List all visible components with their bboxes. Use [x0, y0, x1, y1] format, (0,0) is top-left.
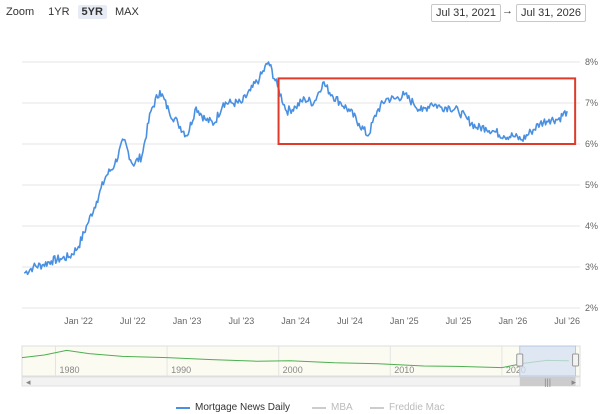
navigator-tick-label: 2000: [283, 365, 303, 375]
y-tick-label: 3%: [585, 262, 598, 272]
navigator-scrollbar-track: [21, 376, 581, 387]
legend-label-freddie-mac: Freddie Mac: [389, 402, 445, 413]
y-axis-ticks: 2% 3% 4% 5% 6% 7% 8%: [585, 57, 598, 313]
x-tick-label: Jan '24: [281, 316, 310, 326]
legend-item-mortgage-news-daily[interactable]: Mortgage News Daily: [176, 402, 290, 413]
x-tick-label: Jul '23: [228, 316, 254, 326]
zoom-1yr-button[interactable]: 1YR: [48, 6, 70, 18]
zoom-max-button[interactable]: MAX: [114, 6, 139, 18]
x-tick-label: Jul '22: [120, 316, 146, 326]
navigator-background: [21, 345, 581, 377]
x-tick-label: Jan '26: [498, 316, 527, 326]
date-range-arrow: →: [502, 5, 513, 17]
legend-label-mba: MBA: [331, 402, 353, 413]
legend-line-mba: [312, 406, 326, 409]
x-tick-label: Jul '24: [337, 316, 363, 326]
legend-line-freddie-mac: [370, 406, 384, 409]
navigator-tick-label: 1990: [171, 365, 191, 375]
x-tick-label: Jan '25: [390, 316, 419, 326]
x-tick-label: Jul '26: [554, 316, 580, 326]
navigator-left-handle[interactable]: [516, 353, 524, 367]
navigator-tick-label: 2010: [394, 365, 414, 375]
mortgage-rate-chart: 2% 3% 4% 5% 6% 7% 8% Jan '22 Jul '22 Jan '23 Jul …: [21, 57, 598, 387]
zoom-toolbar: Zoom 1YR 5YR MAX: [6, 5, 147, 19]
date-to-input[interactable]: Jul 31, 2026: [516, 4, 586, 22]
y-tick-label: 7%: [585, 98, 598, 108]
navigator-tick-label: 1980: [59, 365, 79, 375]
zoom-5yr-button[interactable]: 5YR: [77, 5, 107, 19]
navigator-scroll-left-arrow[interactable]: ◂: [26, 377, 31, 387]
y-tick-label: 5%: [585, 180, 598, 190]
legend-item-freddie-mac[interactable]: Freddie Mac: [370, 402, 445, 413]
grid-lines: [22, 61, 580, 309]
y-tick-label: 4%: [585, 221, 598, 231]
navigator-right-handle[interactable]: [572, 353, 580, 367]
highlight-box: [277, 77, 577, 145]
date-from-input[interactable]: Jul 31, 2021: [431, 4, 501, 22]
navigator-selected-range: [519, 345, 577, 377]
navigator-scrollbar-grip: |||: [544, 377, 551, 387]
x-tick-label: Jan '23: [173, 316, 202, 326]
y-tick-label: 8%: [585, 57, 598, 67]
navigator[interactable]: 1980 1990 2000 2010 2020 ||| ◂ ▸: [21, 345, 581, 387]
zoom-label: Zoom: [6, 6, 35, 18]
y-tick-label: 6%: [585, 139, 598, 149]
y-tick-label: 2%: [585, 303, 598, 313]
navigator-scroll-right-arrow[interactable]: ▸: [571, 377, 576, 387]
x-tick-label: Jan '22: [64, 316, 93, 326]
legend-label-mortgage-news-daily: Mortgage News Daily: [195, 402, 291, 413]
mortgage-news-daily-line: [23, 61, 568, 276]
legend: Mortgage News Daily MBA Freddie Mac: [0, 402, 610, 414]
legend-item-mba[interactable]: MBA: [312, 402, 353, 413]
navigator-history-line: [21, 349, 569, 369]
navigator-tick-label: 2020: [506, 365, 526, 375]
navigator-scrollbar-thumb[interactable]: [519, 377, 576, 386]
x-axis-ticks: Jan '22 Jul '22 Jan '23 Jul '23 Jan '24 Jul '…: [64, 316, 580, 326]
legend-line-mortgage-news-daily: [176, 406, 190, 409]
x-tick-label: Jul '25: [446, 316, 472, 326]
